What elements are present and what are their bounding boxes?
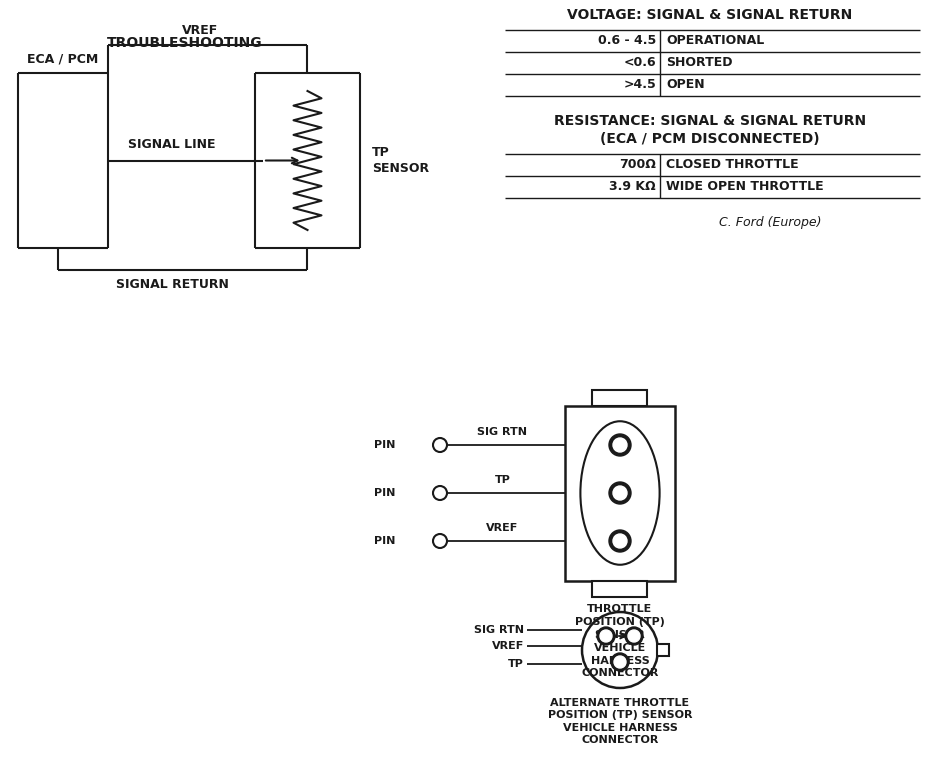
- Text: 3.9 KΩ: 3.9 KΩ: [610, 180, 656, 193]
- Bar: [593, 390, 647, 406]
- Text: >4.5: >4.5: [623, 79, 656, 92]
- Circle shape: [613, 486, 627, 500]
- Text: ECA / PCM: ECA / PCM: [27, 52, 99, 65]
- Text: SIG RTN: SIG RTN: [477, 427, 528, 437]
- Text: VOLTAGE: SIGNAL & SIGNAL RETURN: VOLTAGE: SIGNAL & SIGNAL RETURN: [567, 8, 853, 22]
- Text: 0.6 - 4.5: 0.6 - 4.5: [598, 35, 656, 48]
- Text: SIGNAL RETURN: SIGNAL RETURN: [116, 277, 229, 290]
- Circle shape: [625, 627, 643, 645]
- Circle shape: [613, 438, 627, 452]
- Text: SHORTED: SHORTED: [666, 57, 732, 70]
- Text: TROUBLESHOOTING: TROUBLESHOOTING: [107, 36, 263, 50]
- Text: SIGNAL LINE: SIGNAL LINE: [128, 139, 215, 152]
- Circle shape: [433, 534, 447, 548]
- Text: ALTERNATE THROTTLE
POSITION (TP) SENSOR
VEHICLE HARNESS
CONNECTOR: ALTERNATE THROTTLE POSITION (TP) SENSOR …: [548, 698, 693, 745]
- Circle shape: [582, 612, 658, 688]
- Circle shape: [611, 653, 629, 671]
- Circle shape: [597, 627, 615, 645]
- Ellipse shape: [581, 421, 660, 565]
- Text: OPERATIONAL: OPERATIONAL: [666, 35, 764, 48]
- Text: VREF: VREF: [492, 641, 524, 651]
- Circle shape: [609, 530, 631, 552]
- Text: PIN: PIN: [374, 488, 395, 498]
- Text: CLOSED THROTTLE: CLOSED THROTTLE: [666, 158, 799, 171]
- Text: 700Ω: 700Ω: [619, 158, 656, 171]
- Text: VREF: VREF: [486, 523, 518, 533]
- Text: TP
SENSOR: TP SENSOR: [372, 146, 429, 176]
- Text: <0.6: <0.6: [623, 57, 656, 70]
- Circle shape: [609, 434, 631, 456]
- Text: TP: TP: [508, 659, 524, 669]
- Text: RESISTANCE: SIGNAL & SIGNAL RETURN: RESISTANCE: SIGNAL & SIGNAL RETURN: [554, 114, 866, 128]
- Circle shape: [600, 630, 612, 642]
- Circle shape: [433, 486, 447, 500]
- Circle shape: [614, 656, 626, 668]
- Text: SIG RTN: SIG RTN: [474, 625, 524, 635]
- Circle shape: [613, 534, 627, 548]
- Bar: [657, 644, 669, 656]
- Text: TP: TP: [495, 475, 510, 485]
- Text: OPEN: OPEN: [666, 79, 705, 92]
- Text: PIN: PIN: [374, 536, 395, 546]
- Circle shape: [609, 482, 631, 504]
- Bar: [565, 406, 675, 581]
- Text: C. Ford (Europe): C. Ford (Europe): [719, 216, 821, 229]
- Circle shape: [628, 630, 640, 642]
- Text: (ECA / PCM DISCONNECTED): (ECA / PCM DISCONNECTED): [600, 132, 820, 146]
- Text: VREF: VREF: [182, 24, 218, 37]
- Text: PIN: PIN: [374, 440, 395, 450]
- Bar: [593, 581, 647, 597]
- Text: WIDE OPEN THROTTLE: WIDE OPEN THROTTLE: [666, 180, 823, 193]
- Text: THROTTLE
POSITION (TP)
SENSOR
VEHICLE
HARNESS
CONNECTOR: THROTTLE POSITION (TP) SENSOR VEHICLE HA…: [575, 604, 665, 678]
- Circle shape: [433, 438, 447, 452]
